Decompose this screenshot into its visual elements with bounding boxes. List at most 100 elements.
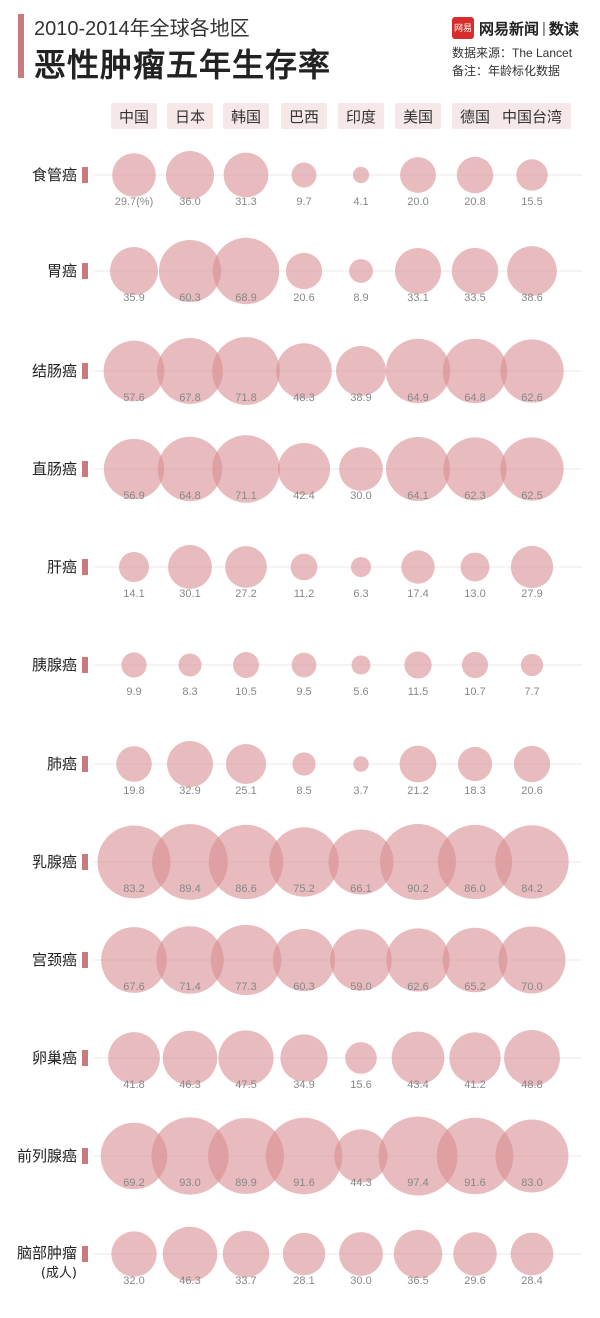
bubble [378,1116,458,1196]
bubble [404,651,432,679]
value-label: 25.1 [235,785,256,797]
value-label: 9.7 [296,196,311,208]
value-label: 83.2 [123,883,144,895]
value-label: 67.6 [123,981,144,993]
value-label: 9.5 [296,686,311,698]
value-label: 93.0 [179,1177,200,1189]
column-label-bg [395,103,441,129]
column-label-bg [452,103,498,129]
bubble [100,1122,168,1190]
column-label: 日本 [175,108,205,126]
bubble [151,1117,229,1195]
column-label: 美国 [403,108,433,126]
row-marker [82,1246,88,1262]
value-label: 56.9 [123,490,144,502]
value-label: 64.8 [464,392,485,404]
value-label: 68.9 [235,292,256,304]
bubble [162,1030,218,1086]
value-label: 65.2 [464,981,485,993]
value-label: 33.1 [407,292,428,304]
row-marker [82,1148,88,1164]
row-marker [82,952,88,968]
bubble [110,247,158,295]
row-label: 结肠癌 [32,362,77,380]
value-label: 60.3 [293,981,314,993]
bubble [291,162,317,188]
row-label: 肝癌 [47,558,77,576]
bubble [498,926,566,994]
bubble [510,545,554,589]
row-label: 胰腺癌 [32,656,77,674]
column-label-bg [338,103,384,129]
bubble [118,551,150,583]
value-label: 20.6 [293,292,314,304]
bubble [500,437,564,501]
value-label: 70.0 [521,981,542,993]
value-label: 20.8 [464,196,485,208]
value-label: 6.3 [353,588,368,600]
bubble [223,152,269,198]
bubble [112,153,156,197]
bubble [162,1226,218,1282]
value-label: 34.9 [293,1079,314,1091]
column-label-bg [223,103,269,129]
value-label: 11.5 [408,686,429,698]
bubble [168,545,212,589]
value-label: 9.9 [126,686,141,698]
bubble [292,752,316,776]
value-label: 8.5 [296,785,311,797]
column-label: 韩国 [231,108,261,126]
value-label: 48.3 [293,392,314,404]
bubble [157,338,223,404]
bubble [513,745,551,783]
bubble [178,653,202,677]
bubble [449,1032,501,1084]
bubble [352,166,370,184]
bubble [277,442,331,496]
value-label: 20.0 [407,196,428,208]
brand-separator: | [542,19,546,37]
value-label: 86.0 [464,883,485,895]
value-label: 59.0 [350,981,371,993]
row-marker [82,756,88,772]
bubble [394,247,442,295]
row-label: 卵巢癌 [32,1049,77,1067]
value-label: 11.2 [294,588,315,600]
value-label: 27.9 [521,588,542,600]
bubble [401,550,435,584]
bubble [504,1030,560,1086]
bubble [272,928,336,992]
column-label: 德国 [460,108,490,126]
bubble [437,824,513,900]
row-label: 胃癌 [47,262,77,280]
bubble [442,927,508,993]
bubble [391,1031,445,1085]
value-label: 41.2 [464,1079,485,1091]
value-label: 89.9 [235,1177,256,1189]
value-label: 97.4 [407,1177,428,1189]
bubble [456,156,494,194]
column-label: 中国台湾 [502,108,562,126]
bubble [453,1232,497,1276]
value-label: 10.5 [235,686,256,698]
value-label: 57.6 [123,392,144,404]
bubble [350,556,372,578]
row-label: 食管癌 [32,166,77,184]
column-label: 中国 [119,108,149,126]
value-label: 29.6 [464,1275,485,1287]
value-label: 19.8 [123,785,144,797]
bubble [212,435,280,503]
value-label: 48.8 [521,1079,542,1091]
value-label: 28.4 [521,1275,542,1287]
value-label: 46.3 [179,1275,200,1287]
bubble [116,746,152,782]
value-label: 15.5 [521,196,542,208]
bubble [225,743,267,785]
bubble [269,827,339,897]
value-label: 66.1 [350,883,371,895]
bubble [121,652,147,678]
row-marker [82,461,88,477]
value-label: 3.7 [353,785,368,797]
bubble [157,436,223,502]
value-label: 62.3 [464,490,485,502]
